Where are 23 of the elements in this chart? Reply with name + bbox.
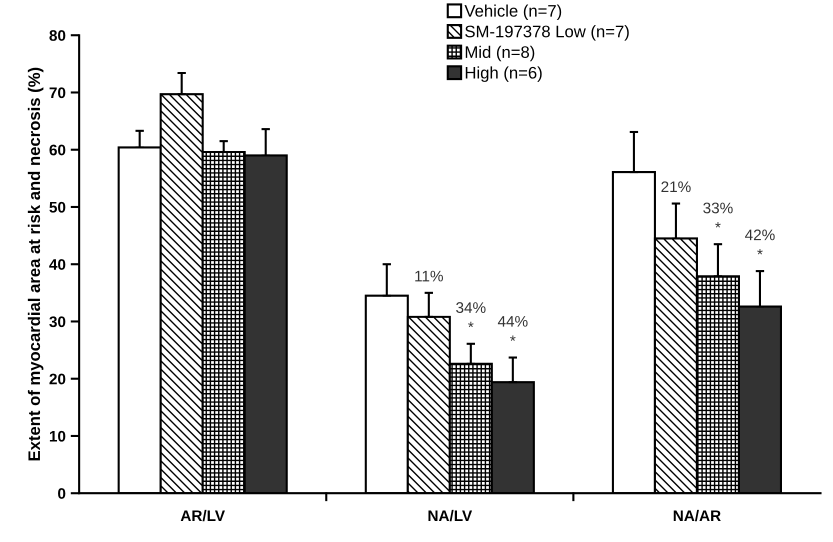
x-tick-label: AR/LV	[180, 510, 225, 522]
y-tick-label: 0	[58, 488, 66, 499]
y-tick-label: 80	[49, 30, 66, 41]
y-tick-label: 60	[50, 144, 66, 156]
y-tick-label: 10	[50, 430, 66, 442]
x-tick-label: NA/LV	[428, 510, 472, 522]
text: 34% *	[456, 302, 486, 328]
legend-label: Vehicle (n=7)	[464, 4, 562, 20]
text: 11%	[415, 270, 443, 282]
text: 33% *	[703, 202, 733, 228]
legend-label: SM-197378 Low (n=7)	[465, 25, 629, 41]
x-tick-label: NA/AR	[674, 510, 721, 522]
y-tick-label: 50	[49, 202, 66, 213]
y-tick-label: 40	[49, 259, 66, 270]
y-axis-title: Extent of myocardial area at risk and necrosis (%)	[28, 68, 44, 460]
legend-label: High (n=6)	[466, 66, 542, 82]
legend-label: Mid (n=8)	[466, 46, 534, 62]
text: 44% *	[498, 316, 528, 341]
y-tick-label: 30	[49, 316, 66, 328]
text: 42% *	[745, 229, 775, 254]
y-tick-label: 20	[49, 374, 66, 384]
text: 21%	[661, 181, 691, 192]
y-tick-label: 70	[50, 87, 66, 98]
